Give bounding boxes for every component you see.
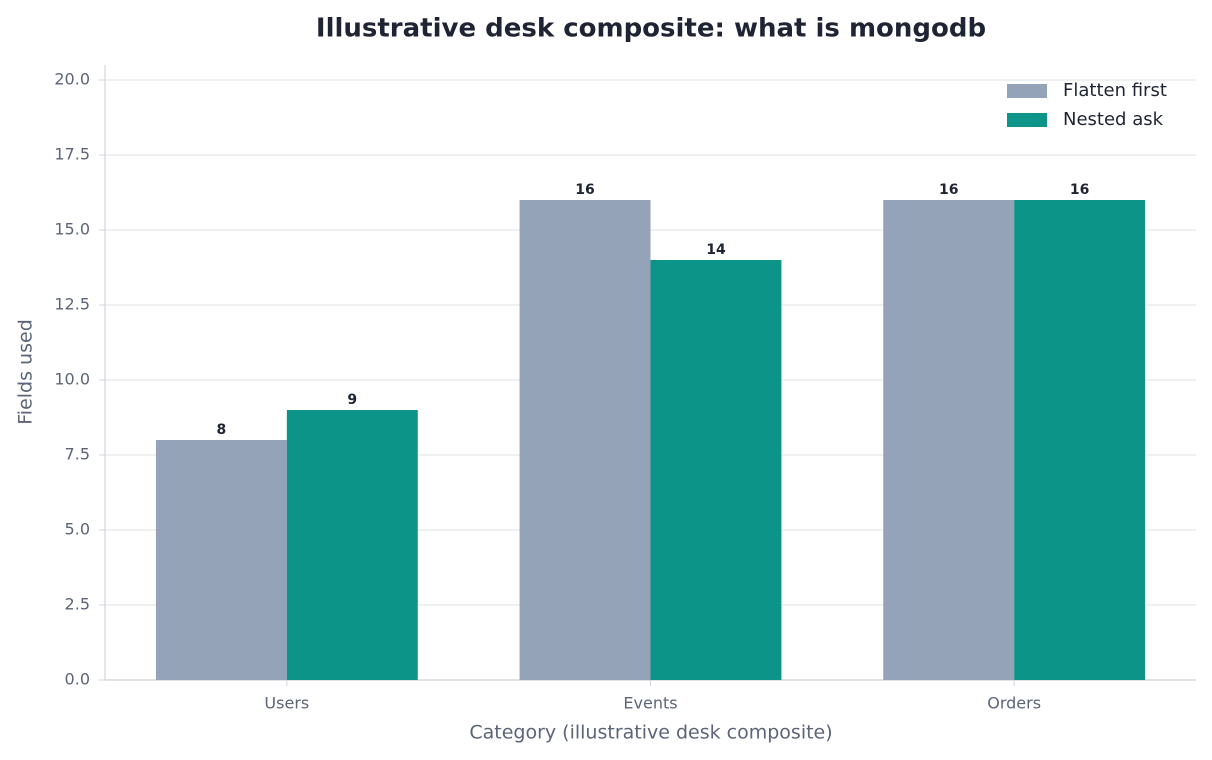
legend-label: Flatten first	[1063, 80, 1167, 101]
legend-label: Nested ask	[1063, 109, 1164, 130]
value-label: 16	[939, 182, 958, 198]
bar	[883, 200, 1015, 680]
chart-title: Illustrative desk composite: what is mon…	[316, 14, 986, 44]
y-tick-label: 15.0	[54, 220, 90, 239]
y-tick-label: 7.5	[65, 445, 90, 464]
bar	[1014, 200, 1146, 680]
x-tick-label: Users	[264, 694, 309, 713]
legend-swatch	[1007, 113, 1047, 127]
legend-swatch	[1007, 84, 1047, 98]
x-axis-label: Category (illustrative desk composite)	[469, 722, 832, 744]
value-label: 16	[1070, 182, 1089, 198]
x-tick-label: Events	[623, 694, 677, 713]
y-tick-label: 10.0	[54, 370, 90, 389]
bar	[519, 200, 651, 680]
y-axis-label: Fields used	[15, 319, 37, 424]
y-tick-label: 12.5	[54, 295, 90, 314]
value-label: 8	[216, 422, 226, 438]
bar	[650, 260, 782, 680]
y-tick-label: 0.0	[65, 670, 90, 689]
value-label: 16	[575, 182, 594, 198]
bar	[286, 410, 418, 680]
y-tick-label: 2.5	[65, 595, 90, 614]
y-tick-label: 17.5	[54, 145, 90, 164]
y-tick-label: 5.0	[65, 520, 90, 539]
y-tick-label: 20.0	[54, 70, 90, 89]
bar	[155, 440, 287, 680]
value-label: 14	[706, 242, 726, 258]
value-label: 9	[347, 392, 357, 408]
x-tick-label: Orders	[987, 694, 1041, 713]
